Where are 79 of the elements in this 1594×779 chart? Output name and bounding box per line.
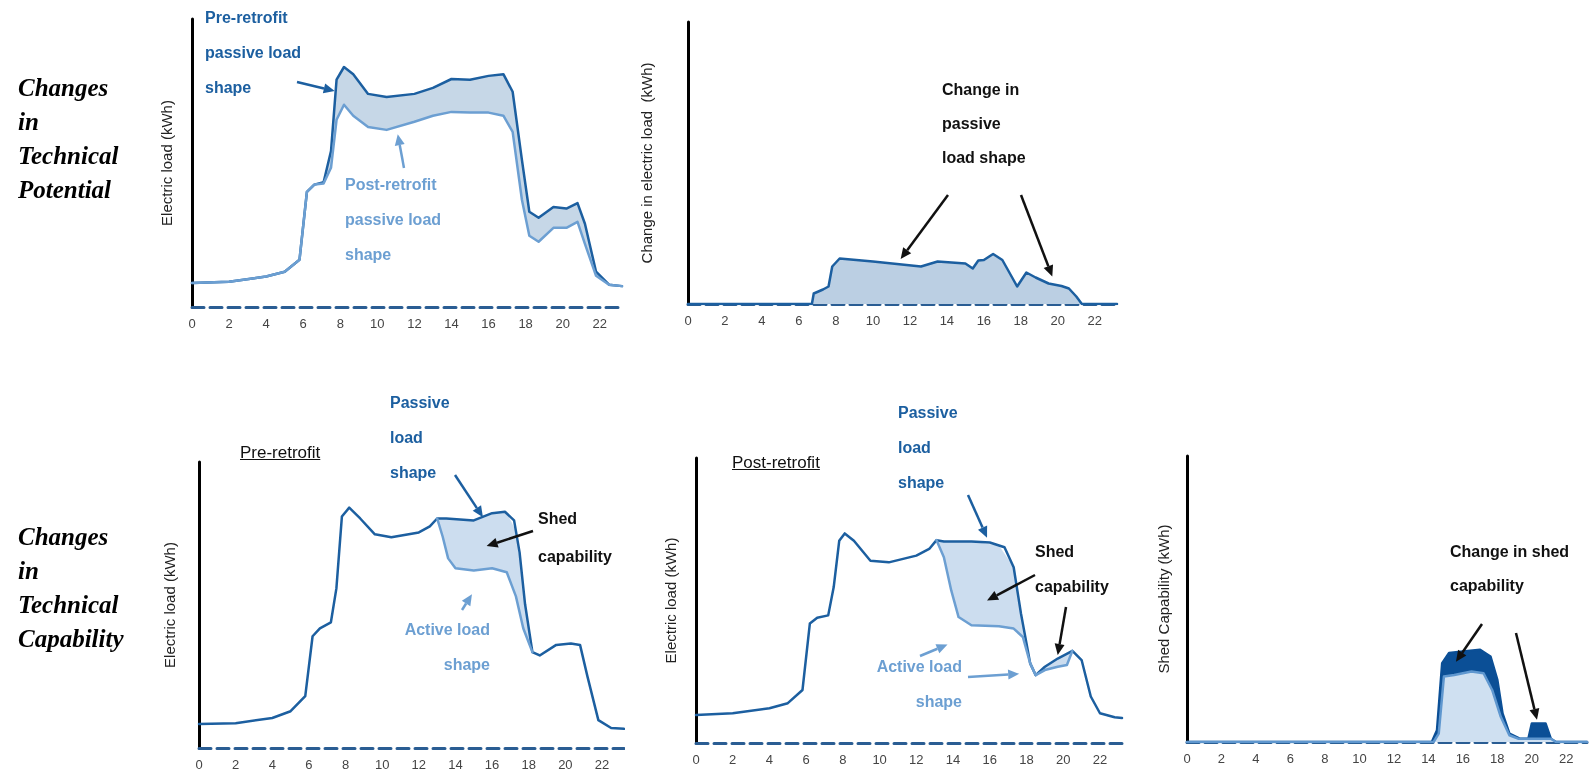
x-tick-label: 22	[592, 316, 607, 331]
y-axis-title: Electric load (kWh)	[161, 542, 178, 668]
x-tick-label: 18	[518, 316, 533, 331]
x-tick-label: 8	[341, 757, 350, 772]
x-tick-label: 18	[1019, 752, 1034, 767]
annotation: Active load shape	[875, 657, 962, 712]
x-tick-label: 20	[1524, 751, 1540, 766]
x-tick-label: 8	[839, 752, 847, 767]
x-tick-label: 0	[692, 752, 700, 767]
x-tick-label: 12	[411, 757, 427, 772]
x-tick-label: 0	[195, 757, 203, 772]
x-tick-label: 22	[1092, 752, 1108, 767]
x-tick-label: 16	[976, 313, 992, 328]
chart-title: Pre-retrofit	[240, 443, 321, 463]
x-tick-label: 12	[407, 316, 422, 331]
x-tick-label: 12	[902, 313, 918, 328]
x-tick-label: 12	[909, 752, 924, 767]
annotation: Shed capability	[1035, 542, 1110, 597]
x-tick-label: 20	[1056, 752, 1071, 767]
y-axis-title: Electric load (kWh)	[662, 537, 679, 664]
x-tick-label: 10	[374, 757, 390, 772]
x-tick-label: 18	[1490, 751, 1505, 766]
x-tick-label: 8	[336, 316, 344, 331]
x-tick-label: 6	[299, 316, 307, 331]
x-tick-label: 22	[594, 757, 610, 772]
x-tick-label: 6	[795, 313, 803, 328]
x-tick-label: 20	[1050, 313, 1066, 328]
x-tick-label: 18	[521, 757, 536, 772]
x-tick-label: 6	[1286, 751, 1295, 766]
x-tick-label: 6	[802, 752, 810, 767]
x-tick-label: 4	[758, 313, 766, 328]
x-tick-label: 6	[305, 757, 313, 772]
x-tick-label: 10	[1352, 751, 1367, 766]
x-tick-label: 2	[225, 316, 233, 331]
x-tick-label: 18	[1013, 313, 1029, 328]
x-tick-label: 10	[370, 316, 385, 331]
x-tick-label: 20	[558, 757, 573, 772]
x-tick-label: 0	[1183, 751, 1191, 766]
x-tick-label: 4	[268, 757, 276, 772]
y-axis-title: Shed Capability (kWh)	[1155, 524, 1172, 674]
x-tick-label: 4	[1252, 751, 1260, 766]
x-tick-label: 2	[232, 757, 240, 772]
annotation: Active load shape	[403, 620, 490, 675]
x-tick-label: 14	[448, 757, 463, 772]
x-tick-label: 8	[832, 313, 840, 328]
x-tick-label: 10	[865, 313, 881, 328]
text: Changes in Technical Potential	[18, 73, 120, 205]
x-tick-label: 14	[444, 316, 459, 331]
x-tick-label: 20	[555, 316, 570, 331]
x-tick-label: 16	[481, 316, 496, 331]
x-tick-label: 14	[1421, 751, 1436, 766]
x-tick-label: 4	[765, 752, 774, 767]
text: Change in shed capability	[1450, 542, 1571, 596]
x-tick-label: 0	[684, 313, 692, 328]
y-axis-title: Electric load (kWh)	[158, 100, 175, 226]
x-tick-label: 16	[982, 752, 998, 767]
x-tick-label: 14	[945, 752, 961, 767]
x-tick-label: 10	[872, 752, 887, 767]
x-tick-label: 22	[1087, 313, 1103, 328]
x-tick-label: 0	[188, 316, 196, 331]
annotation: Post-retrofit passive load shape	[345, 175, 443, 265]
text: Changes in Technical Capability	[18, 522, 125, 654]
x-tick-label: 12	[1386, 751, 1402, 766]
x-tick-label: 16	[1455, 751, 1471, 766]
chart-title: Post-retrofit	[732, 453, 820, 473]
text: Passive load shape	[390, 393, 451, 483]
x-tick-label: 22	[1559, 751, 1574, 766]
x-tick-label: 16	[484, 757, 500, 772]
y-axis-title: Change in electric load (kWh)	[638, 62, 655, 264]
x-tick-label: 8	[1321, 751, 1329, 766]
x-tick-label: 4	[262, 316, 270, 331]
text: Change in passive load shape	[942, 80, 1027, 168]
annotation: Pre-retrofit passive load shape	[205, 8, 303, 98]
x-tick-label: 2	[729, 752, 737, 767]
text: Shed capability	[538, 510, 612, 565]
x-tick-label: 14	[939, 313, 955, 328]
text: Passive load shape	[898, 403, 959, 493]
x-tick-label: 2	[1217, 751, 1226, 766]
x-tick-label: 2	[721, 313, 729, 328]
